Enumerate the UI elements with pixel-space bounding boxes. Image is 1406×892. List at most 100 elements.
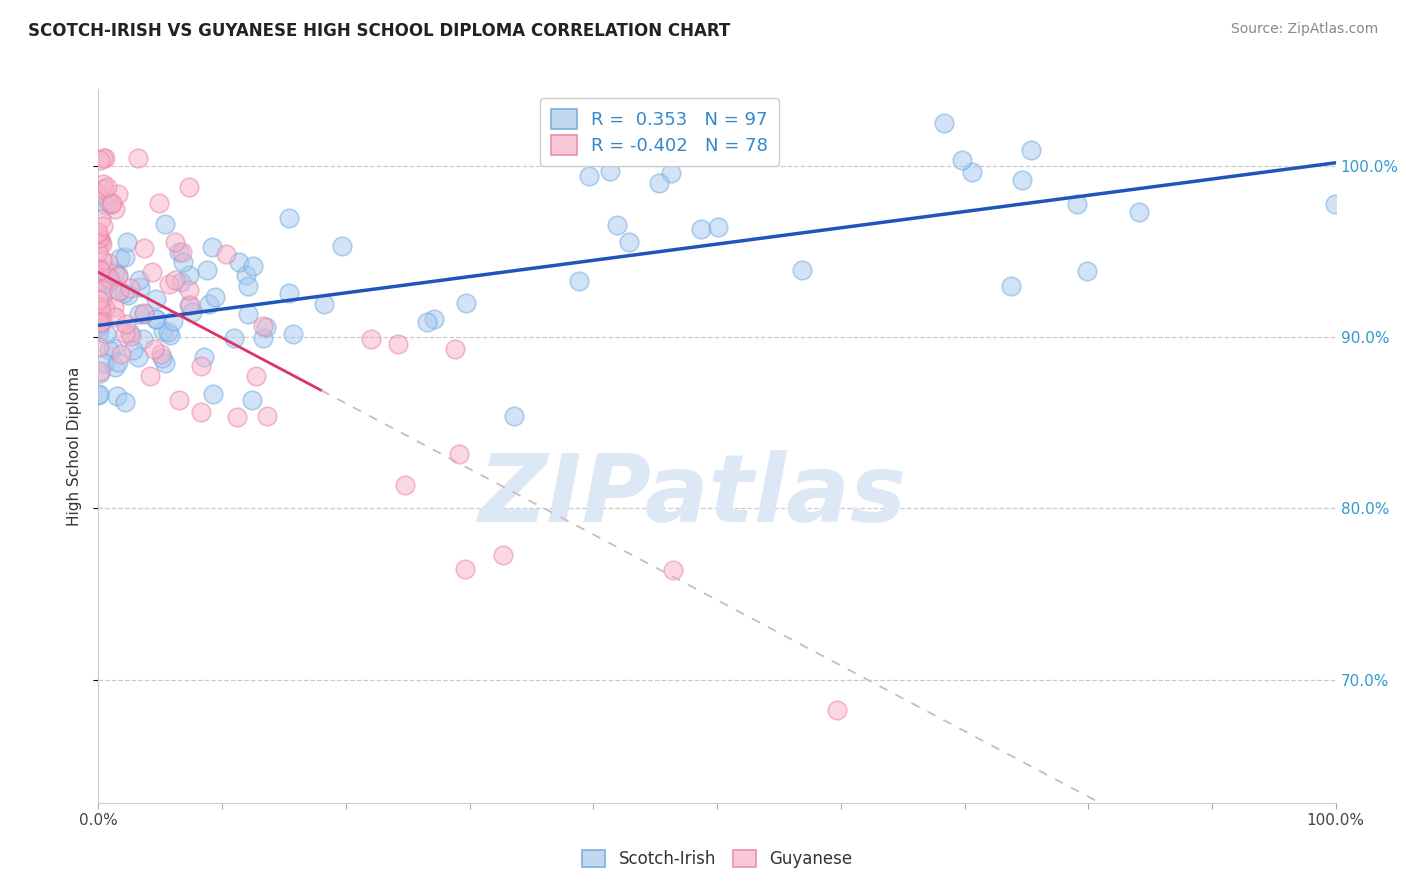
Point <box>104 266 127 280</box>
Point <box>443 342 465 356</box>
Point <box>87 314 110 328</box>
Point <box>94 151 117 165</box>
Point <box>172 245 194 260</box>
Point <box>96 256 118 270</box>
Point <box>153 356 176 370</box>
Point <box>252 319 274 334</box>
Point <box>1000 279 1022 293</box>
Point <box>96 276 118 290</box>
Point <box>179 268 201 282</box>
Point <box>447 447 470 461</box>
Point <box>706 219 728 234</box>
Point <box>117 288 139 302</box>
Point <box>502 409 524 424</box>
Point <box>108 251 131 265</box>
Point <box>132 241 155 255</box>
Point <box>181 304 204 318</box>
Point <box>91 219 114 234</box>
Point <box>89 293 111 307</box>
Text: Source: ZipAtlas.com: Source: ZipAtlas.com <box>1230 22 1378 37</box>
Point <box>87 274 110 288</box>
Point <box>128 273 150 287</box>
Point <box>568 273 591 287</box>
Point <box>278 211 301 225</box>
Point <box>179 298 201 312</box>
Point <box>87 325 110 339</box>
Point <box>790 263 813 277</box>
Point <box>454 562 477 576</box>
Point <box>87 245 110 260</box>
Point <box>87 340 110 354</box>
Point <box>87 387 110 401</box>
Point <box>108 284 131 298</box>
Point <box>114 250 136 264</box>
Point <box>152 324 174 338</box>
Point <box>201 387 224 401</box>
Point <box>107 284 129 298</box>
Point <box>932 116 955 130</box>
Point <box>87 318 110 333</box>
Point <box>132 306 155 320</box>
Point <box>167 392 190 407</box>
Text: SCOTCH-IRISH VS GUYANESE HIGH SCHOOL DIPLOMA CORRELATION CHART: SCOTCH-IRISH VS GUYANESE HIGH SCHOOL DIP… <box>28 22 730 40</box>
Point <box>148 195 170 210</box>
Point <box>222 331 245 345</box>
Point <box>1066 197 1088 211</box>
Point <box>578 169 600 184</box>
Point <box>1019 143 1042 157</box>
Point <box>491 548 513 562</box>
Point <box>195 263 218 277</box>
Point <box>97 271 120 285</box>
Point <box>143 343 166 357</box>
Point <box>1011 172 1033 186</box>
Point <box>129 280 152 294</box>
Point <box>87 186 110 201</box>
Point <box>91 177 114 191</box>
Point <box>950 153 973 167</box>
Point <box>225 410 247 425</box>
Point <box>90 211 112 226</box>
Point <box>107 268 129 283</box>
Point <box>128 307 150 321</box>
Point <box>87 263 110 277</box>
Point <box>204 290 226 304</box>
Point <box>91 284 114 298</box>
Point <box>104 202 127 216</box>
Point <box>91 293 114 307</box>
Point <box>89 316 111 330</box>
Point <box>242 260 264 274</box>
Point <box>93 356 115 370</box>
Point <box>89 263 111 277</box>
Point <box>599 164 621 178</box>
Point <box>145 292 167 306</box>
Point <box>332 239 354 253</box>
Point <box>235 268 257 282</box>
Point <box>159 328 181 343</box>
Point <box>121 343 143 357</box>
Point <box>118 326 141 340</box>
Point <box>118 281 141 295</box>
Point <box>91 253 114 268</box>
Point <box>120 329 142 343</box>
Point <box>107 186 129 201</box>
Point <box>162 314 184 328</box>
Point <box>107 354 129 368</box>
Point <box>98 274 121 288</box>
Point <box>252 330 274 344</box>
Point <box>145 311 167 326</box>
Point <box>606 218 628 232</box>
Point <box>170 275 193 289</box>
Point <box>87 227 110 242</box>
Legend: Scotch-Irish, Guyanese: Scotch-Irish, Guyanese <box>574 842 860 877</box>
Point <box>104 360 127 375</box>
Point <box>172 254 194 268</box>
Point <box>150 351 173 365</box>
Point <box>177 283 200 297</box>
Point <box>197 297 219 311</box>
Point <box>165 235 187 249</box>
Point <box>87 225 110 239</box>
Point <box>960 165 983 179</box>
Point <box>690 221 713 235</box>
Point <box>157 277 180 291</box>
Point <box>132 332 155 346</box>
